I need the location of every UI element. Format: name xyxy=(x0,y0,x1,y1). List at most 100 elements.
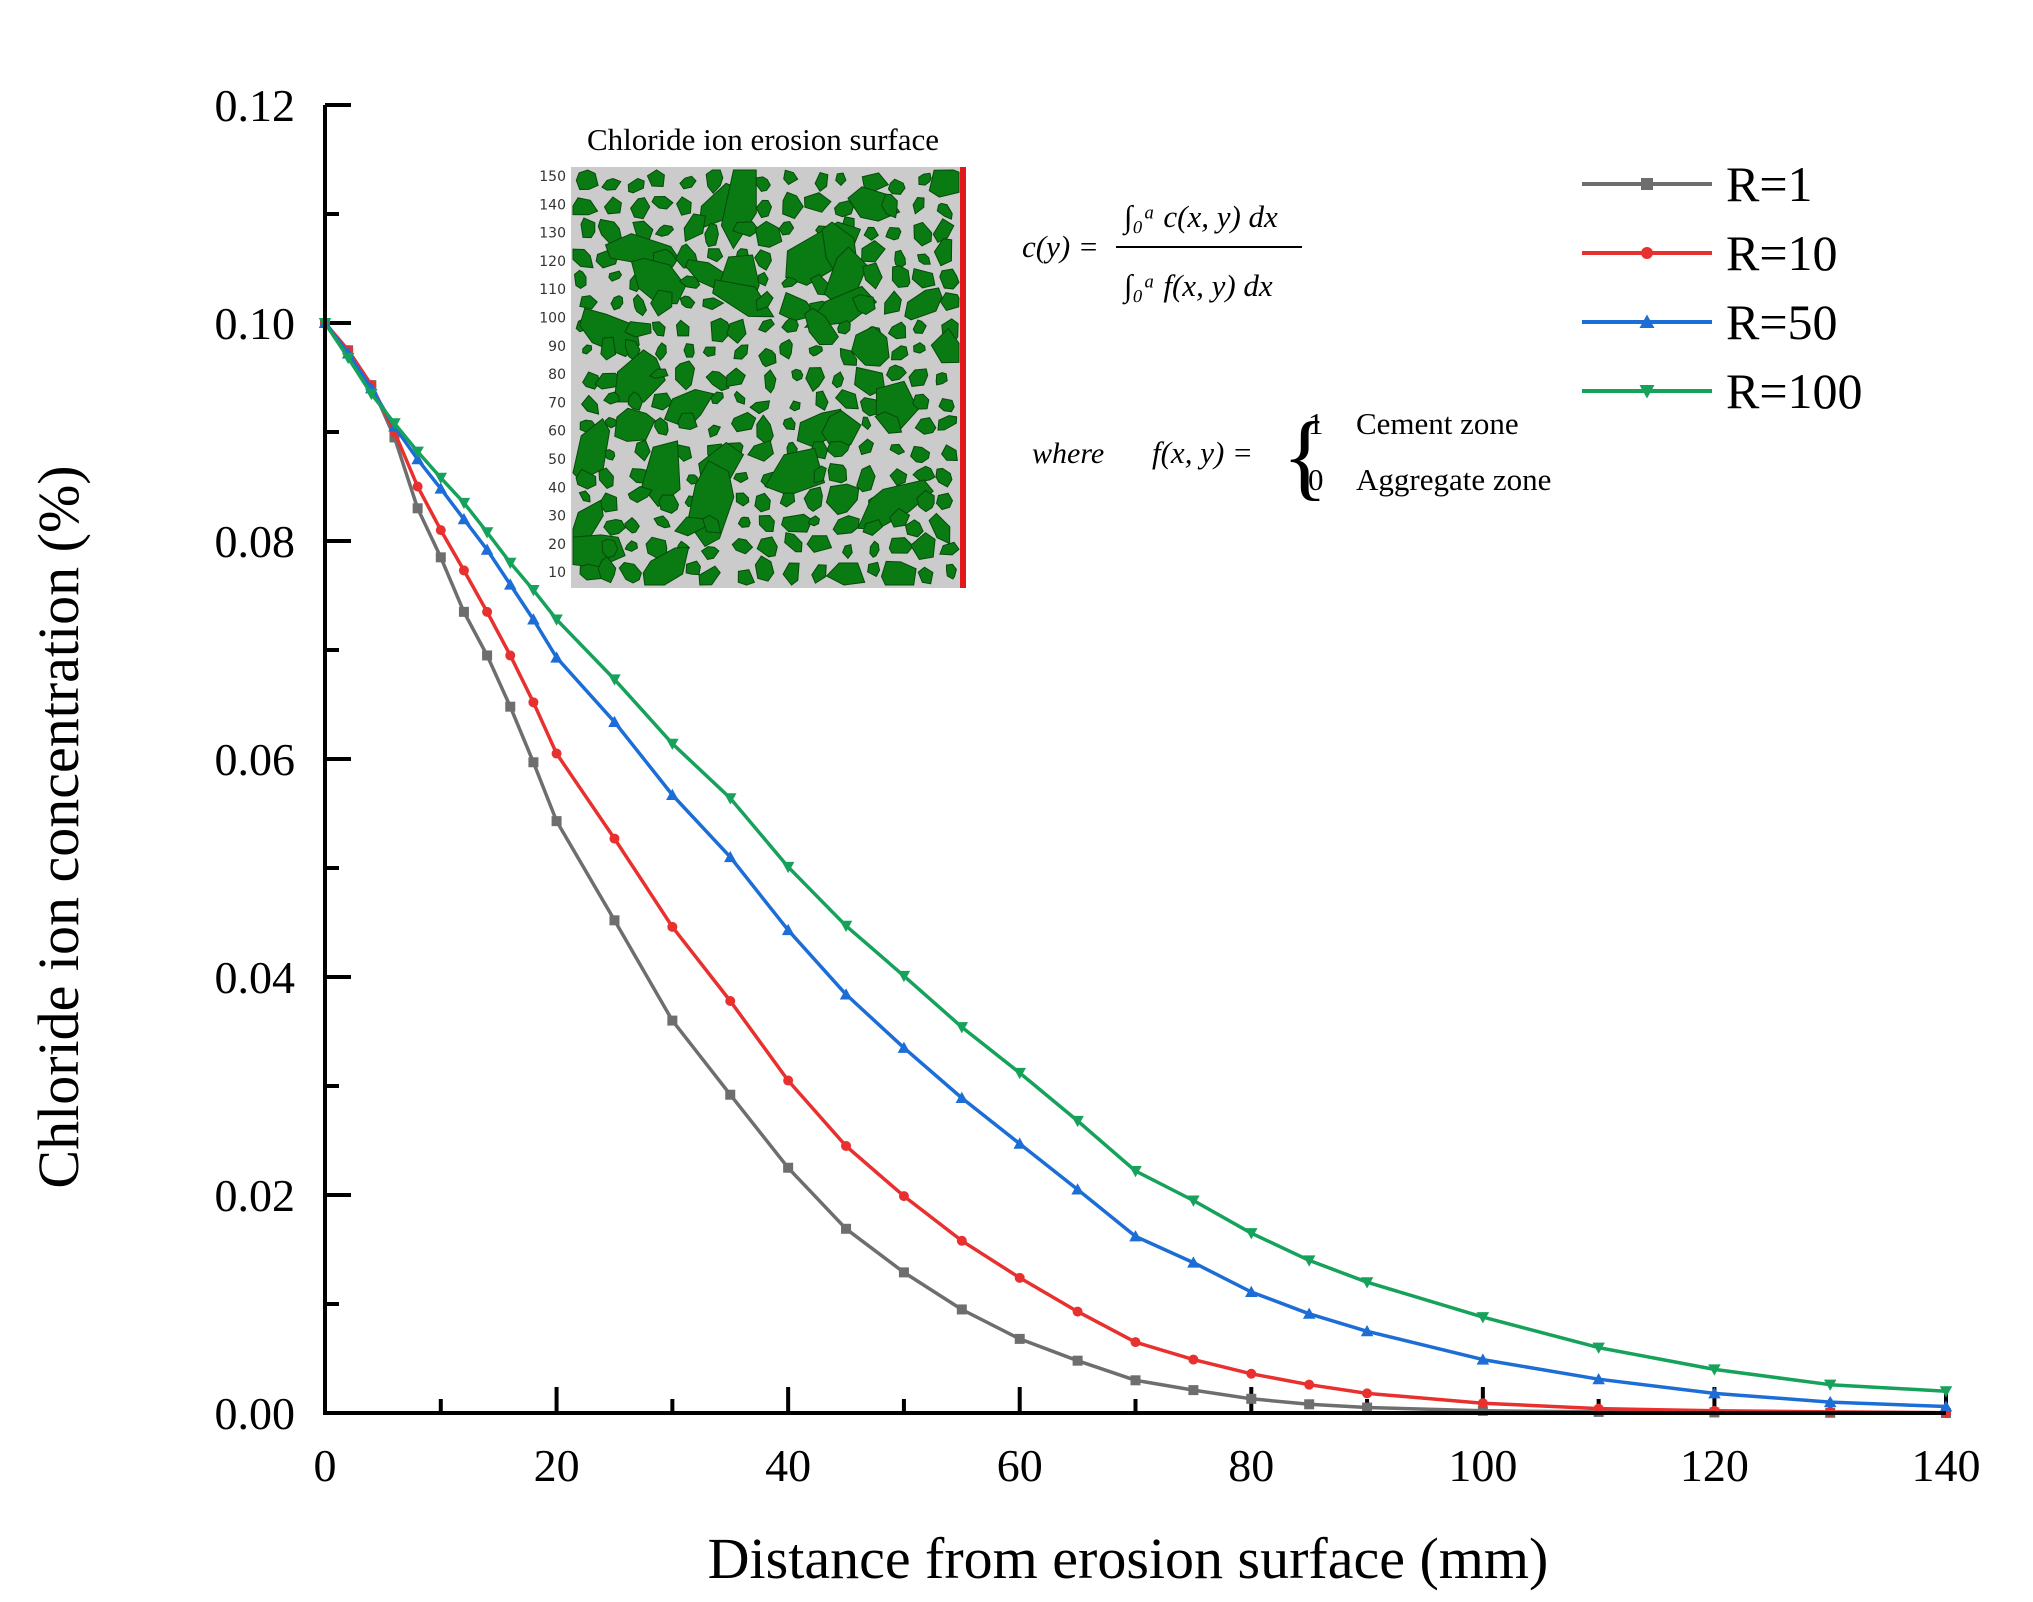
aggregate-particle xyxy=(679,175,697,190)
aggregate-particle xyxy=(575,468,597,490)
data-point-triangle-up xyxy=(1823,1395,1837,1408)
data-point-circle xyxy=(667,921,678,932)
aggregate-particle xyxy=(604,449,616,461)
aggregate-particle xyxy=(757,318,775,333)
aggregate-particle xyxy=(683,213,706,243)
aggregate-particle xyxy=(679,295,696,309)
aggregate-particle xyxy=(749,400,771,415)
aggregate-particle xyxy=(733,390,746,405)
legend-label: R=100 xyxy=(1726,363,1863,419)
inset-y-tick-label: 20 xyxy=(548,537,566,553)
aggregate-particle xyxy=(941,444,958,462)
aggregate-particle xyxy=(755,290,774,312)
aggregate-particle xyxy=(726,318,747,344)
data-point-triangle-down xyxy=(1939,1386,1953,1398)
aggregate-particle xyxy=(861,172,890,192)
data-point-circle xyxy=(898,1191,909,1202)
aggregate-particle xyxy=(651,321,666,337)
data-point-triangle-down xyxy=(1360,1277,1374,1289)
aggregate-particle xyxy=(913,342,926,354)
data-point-square xyxy=(1641,178,1653,190)
aggregate-particle xyxy=(851,325,890,367)
aggregate-particle xyxy=(779,338,793,360)
data-point-circle xyxy=(1304,1379,1315,1390)
data-point-square xyxy=(1130,1375,1141,1386)
equation-f-definition: f(x, y) = xyxy=(1152,435,1253,470)
equation-brace: { xyxy=(1282,402,1328,509)
data-point-square xyxy=(667,1015,678,1026)
aggregate-particle xyxy=(935,467,953,488)
aggregate-particle xyxy=(706,248,724,263)
aggregate-particle xyxy=(756,536,778,558)
data-point-circle xyxy=(783,1075,794,1086)
equation-denominator: ∫₀ᵃ f(x, y) dx xyxy=(1122,268,1273,305)
aggregate-particle xyxy=(627,486,653,504)
data-point-triangle-up xyxy=(1071,1183,1084,1195)
data-point-triangle-down xyxy=(724,793,737,805)
aggregate-particle xyxy=(634,439,651,462)
data-point-triangle-down xyxy=(1639,385,1655,399)
aggregate-particle xyxy=(710,391,724,405)
x-tick-label: 100 xyxy=(1448,1440,1517,1491)
inset-y-tick-label: 130 xyxy=(539,226,566,242)
aggregate-particle xyxy=(880,560,917,586)
data-point-triangle-down xyxy=(341,352,355,365)
aggregate-particle xyxy=(839,347,858,366)
data-point-triangle-up xyxy=(724,850,737,863)
data-point-triangle-up xyxy=(781,923,795,936)
x-tick-label: 80 xyxy=(1228,1440,1274,1491)
aggregate-particle xyxy=(880,193,898,219)
aggregate-particle xyxy=(861,416,872,431)
aggregate-particle xyxy=(608,270,623,282)
aggregate-particle xyxy=(918,172,932,186)
aggregate-particle xyxy=(754,249,772,271)
aggregate-particle xyxy=(928,512,951,545)
aggregate-particle xyxy=(804,307,839,346)
equation-case1-value: 1 xyxy=(1308,406,1324,441)
aggregate-particle xyxy=(658,494,680,514)
data-point-triangle-up xyxy=(550,651,563,663)
legend-item: R=100 xyxy=(1582,363,1863,419)
aggregate-particle xyxy=(791,368,804,382)
inset-y-tick-label: 110 xyxy=(539,282,566,298)
series-line xyxy=(323,321,1947,1415)
aggregate-particle xyxy=(720,169,757,250)
aggregate-particle xyxy=(782,417,796,431)
aggregate-particle xyxy=(784,532,803,553)
data-point-square xyxy=(412,503,423,514)
aggregate-particle xyxy=(624,517,640,534)
inset-y-tick-label: 30 xyxy=(548,509,566,525)
aggregate-particle xyxy=(933,238,953,267)
aggregate-particle xyxy=(910,445,931,464)
aggregate-particle xyxy=(757,271,769,287)
aggregate-particle xyxy=(610,295,624,311)
aggregate-particle xyxy=(646,169,665,188)
data-point-triangle-up xyxy=(457,512,471,525)
data-point-triangle-down xyxy=(1187,1195,1200,1207)
aggregate-particle xyxy=(912,465,936,483)
aggregate-particle xyxy=(702,346,716,358)
series-r-100 xyxy=(318,318,1953,1398)
legend-label: R=1 xyxy=(1726,156,1813,212)
data-point-triangle-up xyxy=(411,453,424,465)
aggregate-particle xyxy=(754,220,783,248)
data-point-triangle-up xyxy=(1476,1353,1490,1365)
aggregate-particle xyxy=(917,566,934,585)
data-point-triangle-up xyxy=(1245,1285,1258,1298)
aggregate-particle xyxy=(883,290,902,315)
data-point-triangle-down xyxy=(504,557,517,570)
aggregate-particle xyxy=(758,347,777,368)
aggregate-particle xyxy=(911,268,936,289)
data-point-circle xyxy=(1072,1306,1083,1317)
aggregate-particle xyxy=(869,540,880,558)
y-tick-label: 0.10 xyxy=(215,298,296,349)
data-point-square xyxy=(528,757,539,768)
aggregate-particle xyxy=(939,268,960,290)
data-point-circle xyxy=(725,995,736,1006)
aggregate-particle xyxy=(783,169,799,186)
data-point-square xyxy=(551,816,562,827)
aggregate-particle xyxy=(837,320,851,335)
data-point-triangle-down xyxy=(1302,1255,1316,1267)
aggregate-particle xyxy=(756,414,774,447)
aggregate-particle xyxy=(842,543,853,560)
